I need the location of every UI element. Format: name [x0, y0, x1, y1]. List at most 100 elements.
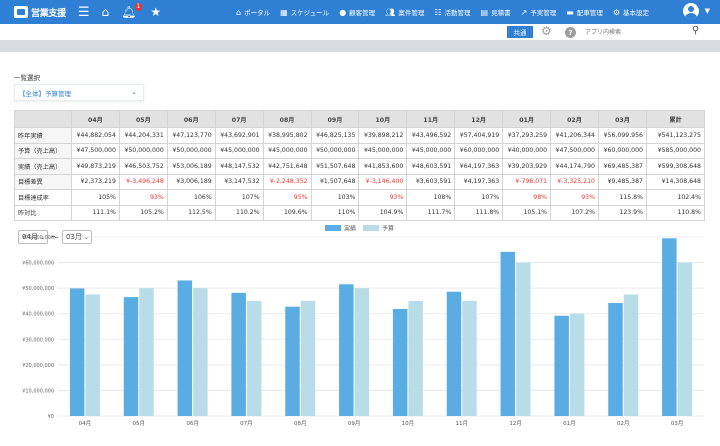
user-menu[interactable]: ▼	[682, 3, 710, 19]
bar-budget	[569, 313, 585, 416]
table-cell: 105.2%	[118, 204, 168, 221]
y-tick-label: ¥20,000,000	[22, 363, 54, 369]
favorite-star-icon[interactable]: ★	[150, 5, 162, 19]
legend-swatch	[363, 225, 379, 231]
row-label: 予算（売上高）	[14, 142, 72, 159]
y-tick-label: ¥70,000,000	[22, 235, 54, 241]
logo-icon	[14, 6, 28, 18]
x-tick-label: 06月	[186, 420, 199, 427]
settings-gear-icon[interactable]: ⚙	[541, 24, 552, 38]
row-label: 昨対比	[14, 204, 72, 221]
table-cell: 123.9%	[597, 204, 648, 221]
table-cell: 95%	[262, 189, 312, 206]
table-cell: ¥-3,496,248	[118, 173, 168, 190]
bar-actual	[608, 303, 623, 416]
bar-actual	[231, 292, 246, 416]
search-icon[interactable]: ⚲	[692, 25, 700, 36]
notification-bell-icon[interactable]: 🔔︎ 1	[121, 3, 143, 19]
list-icon: ☷	[434, 7, 442, 17]
list-select-value: 【全体】予算管理	[19, 89, 71, 98]
column-header: 01月	[502, 110, 552, 128]
nav-item-deals[interactable]: 👥︎ 案件管理	[385, 7, 425, 18]
table-cell: ¥47,500,000	[71, 142, 120, 159]
table-row: 目標差異 ¥2,373,219 ¥-3,496,248 ¥3,006,189 ¥3,14…	[14, 173, 705, 190]
help-icon[interactable]: ?	[565, 27, 576, 38]
app-search-input[interactable]	[582, 26, 708, 38]
table-cell: ¥44,174,790	[550, 158, 599, 175]
nav-label: 案件管理	[398, 9, 425, 17]
table-cell: 93%	[118, 189, 168, 206]
table-cell: ¥39,898,212	[358, 127, 408, 144]
table-cell: ¥57,404,919	[454, 127, 504, 144]
nav-item-budget[interactable]: ↗ 予実管理	[520, 7, 557, 18]
table-cell: 107%	[454, 189, 504, 206]
table-cell: ¥47,500,000	[550, 142, 599, 159]
nav-label: 活動管理	[444, 9, 471, 17]
common-tab[interactable]: 共通	[507, 26, 533, 38]
list-select-dropdown[interactable]: 【全体】予算管理 ⌄	[14, 84, 144, 101]
nav-label: 基本設定	[623, 9, 649, 17]
logo-text: 営業支援	[31, 8, 66, 19]
y-tick-label: ¥10,000,000	[22, 388, 54, 394]
table-cell: ¥-3,325,210	[550, 173, 599, 190]
bar-budget	[408, 300, 423, 416]
chevron-down-icon: ⌄	[131, 88, 137, 96]
table-cell: 110%	[310, 204, 360, 221]
x-tick-label: 04月	[79, 420, 92, 427]
table-cell: ¥47,123,770	[166, 127, 216, 144]
table-cell: ¥45,000,000	[214, 142, 264, 159]
hamburger-menu-icon[interactable]: ☰	[77, 4, 90, 20]
table-cell: ¥-796,071	[502, 173, 552, 190]
bar-actual	[446, 291, 462, 416]
app-logo[interactable]: 営業支援	[14, 4, 66, 20]
nav-item-schedule[interactable]: ▦ スケジュール	[280, 7, 329, 18]
table-cell: 115.8%	[597, 189, 648, 206]
table-cell: 111.8%	[454, 204, 504, 221]
table-cell: ¥48,147,532	[214, 158, 264, 175]
table-cell: 102.4%	[646, 189, 705, 206]
bar-budget	[246, 300, 262, 416]
nav-item-activities[interactable]: ☷ 活動管理	[434, 7, 471, 18]
table-cell: ¥-3,146,400	[358, 173, 408, 190]
budget-actual-table: 04月 05月 06月 07月 08月 09月 10月 11月 12月 01月 02月 03月 累計 昨…	[14, 110, 705, 221]
nav-item-customers[interactable]: ● 顧客管理	[339, 7, 376, 18]
x-tick-label: 01月	[563, 420, 576, 427]
bar-budget	[623, 294, 639, 416]
x-tick-label: 11月	[456, 420, 469, 427]
table-cell: ¥4,197,363	[454, 173, 504, 190]
top-navigation-bar: 営業支援 ☰ ⌂ 🔔︎ 1 ★	[0, 0, 720, 24]
table-cell: ¥37,293,259	[502, 127, 552, 144]
x-tick-label: 10月	[402, 420, 415, 427]
table-cell: ¥38,995,802	[262, 127, 312, 144]
y-tick-label: ¥30,000,000	[22, 337, 54, 343]
row-label: 目標達成率	[14, 189, 72, 206]
period-from-select[interactable]: 04月 ⌄	[18, 230, 48, 244]
y-tick-label: ¥60,000,000	[22, 261, 54, 267]
legend-swatch	[325, 225, 341, 231]
y-tick-label: ¥0	[48, 414, 54, 420]
table-cell: ¥3,603,591	[406, 173, 456, 190]
nav-item-portal[interactable]: ⌂ ポータル	[236, 7, 270, 18]
bar-actual	[500, 251, 516, 416]
row-label: 目標差異	[14, 173, 72, 190]
trend-chart-icon: ↗	[520, 7, 528, 17]
table-cell: 98%	[502, 189, 552, 206]
calendar-icon: ▦	[280, 7, 288, 17]
nav-item-settings[interactable]: ⚙ 基本設定	[613, 7, 649, 18]
table-row: 昨年実績 ¥44,882,054 ¥44,204,331 ¥47,123,770 ¥43…	[14, 127, 705, 144]
table-row: 実績（売上高） ¥49,873,219 ¥46,503,752 ¥53,006,189…	[14, 158, 705, 175]
bar-actual	[177, 280, 193, 416]
nav-label: 顧客管理	[349, 9, 376, 17]
table-cell: ¥46,503,752	[118, 158, 168, 175]
x-tick-label: 08月	[294, 420, 307, 427]
nav-item-quotes[interactable]: ▤ 見積書	[481, 7, 511, 18]
home-icon[interactable]: ⌂	[101, 5, 110, 19]
column-header: 06月	[166, 110, 216, 128]
table-cell: ¥50,000,000	[310, 142, 360, 159]
nav-item-dispatch[interactable]: ▬ 配車管理	[566, 7, 603, 18]
table-cell: ¥43,496,592	[406, 127, 456, 144]
bar-budget	[139, 288, 154, 416]
column-header: 02月	[550, 110, 599, 128]
table-cell: 103%	[310, 189, 360, 206]
table-cell: ¥585,000,000	[646, 142, 705, 159]
